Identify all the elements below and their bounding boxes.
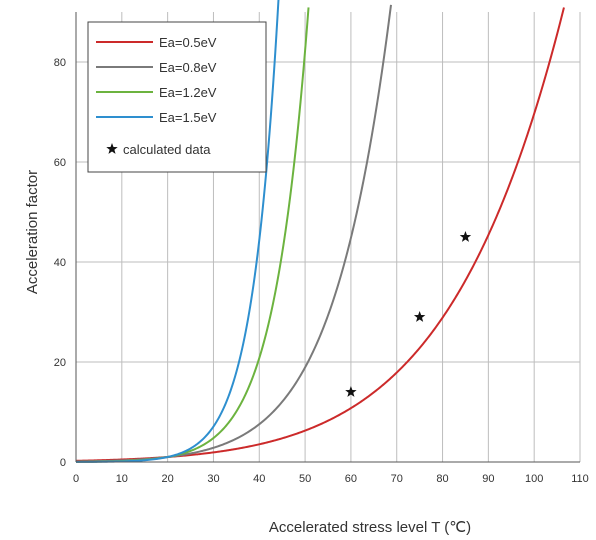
x-tick-label: 50: [299, 473, 311, 485]
x-tick-label: 0: [73, 473, 79, 485]
calculated-data-point: [459, 231, 472, 242]
legend: Ea=0.5eV Ea=0.8eV Ea=1.2eV Ea=1.5eV calcula…: [87, 21, 267, 173]
legend-box: [87, 21, 267, 173]
legend-item: Ea=0.5eV: [96, 35, 217, 50]
y-tick-label: 0: [60, 457, 66, 469]
x-tick-label: 70: [391, 473, 403, 485]
calculated-points: [345, 231, 472, 397]
x-tick-label: 100: [525, 473, 543, 485]
x-tick-label: 40: [253, 473, 265, 485]
y-tick-label: 80: [54, 57, 66, 69]
x-tick-label: 20: [162, 473, 174, 485]
legend-label: Ea=1.2eV: [159, 85, 217, 100]
x-tick-label: 80: [436, 473, 448, 485]
y-axis-title: Acceleration factor: [24, 170, 41, 294]
legend-item-calculated-data: calculated data: [106, 142, 211, 157]
y-tick-label: 20: [54, 357, 66, 369]
x-tick-label: 90: [482, 473, 494, 485]
calculated-data-point: [413, 311, 426, 322]
legend-item: Ea=0.8eV: [96, 60, 217, 75]
legend-label: Ea=0.5eV: [159, 35, 217, 50]
legend-item: Ea=1.5eV: [96, 110, 217, 125]
axes: 0 10 20 30 40 50 60 70 80 90 100 110 0 20 40 60 80: [54, 12, 589, 485]
legend-star-marker: [106, 143, 118, 154]
y-tick-label: 40: [54, 257, 66, 269]
x-tick-label: 30: [207, 473, 219, 485]
legend-label: Ea=1.5eV: [159, 110, 217, 125]
legend-label: Ea=0.8eV: [159, 60, 217, 75]
legend-label-calculated-data: calculated data: [123, 142, 211, 157]
legend-item: Ea=1.2eV: [96, 85, 217, 100]
y-tick-label: 60: [54, 157, 66, 169]
x-tick-label: 10: [116, 473, 128, 485]
x-axis-title: Accelerated stress level T (℃): [269, 519, 471, 536]
x-tick-label: 110: [571, 473, 589, 485]
x-tick-label: 60: [345, 473, 357, 485]
calculated-data-point: [345, 386, 357, 397]
